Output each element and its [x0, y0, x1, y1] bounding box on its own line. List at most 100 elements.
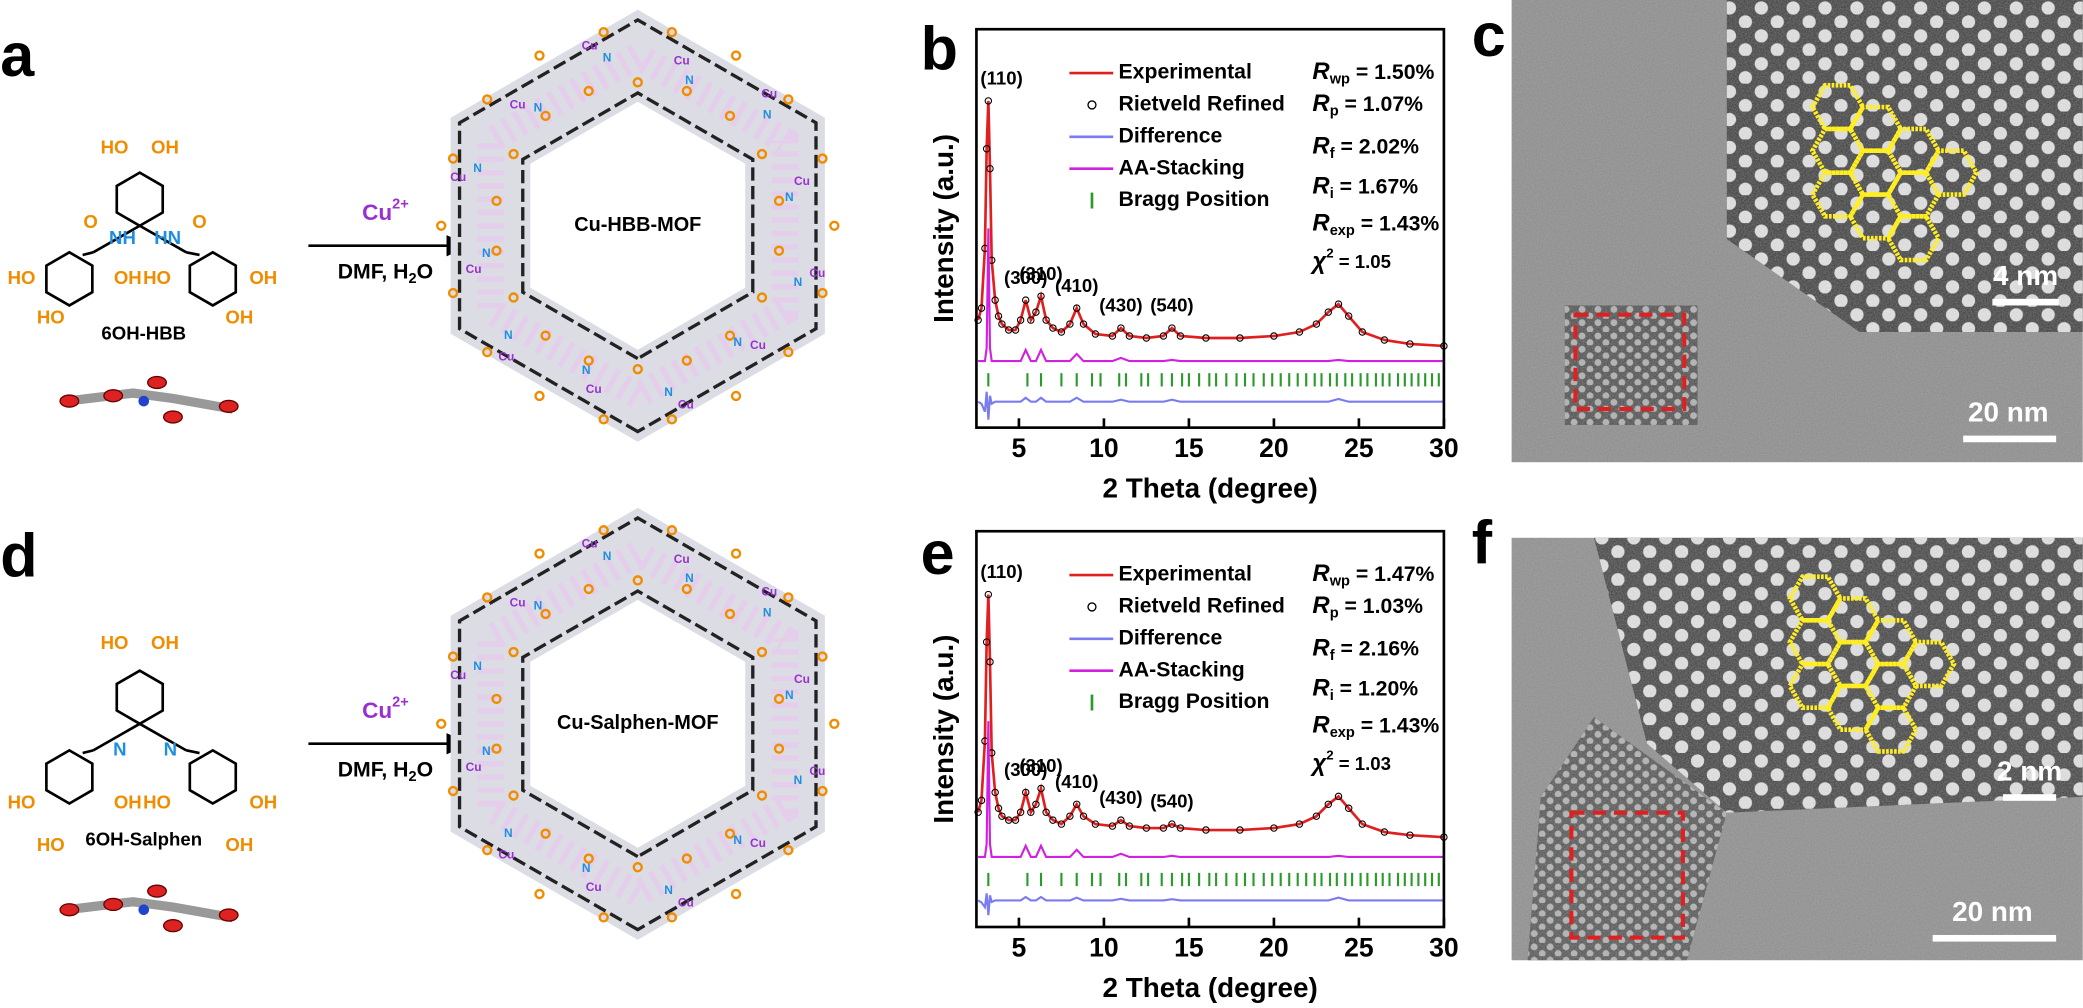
- text-part: f: [1330, 146, 1335, 162]
- x-tick-label: 10: [1089, 933, 1119, 963]
- refined-point: [986, 658, 994, 666]
- x-tick-label: 30: [1429, 433, 1459, 463]
- oxygen-atom: [632, 77, 643, 88]
- panel-label: e: [921, 519, 955, 587]
- x-tick-label: 25: [1344, 933, 1374, 963]
- x-axis-label: 2 Theta (degree): [1103, 972, 1318, 1003]
- nitrogen-label: N: [664, 883, 673, 897]
- text-part: f: [1330, 648, 1335, 664]
- bond: [139, 224, 187, 254]
- peak-label: (300): [1004, 267, 1047, 288]
- molecule-name: 6OH-Salphen: [85, 829, 202, 850]
- refined-point: [1037, 784, 1045, 793]
- fit-statistic: Rexp = 1.43%: [1312, 712, 1439, 741]
- metal-label: Cu: [794, 672, 810, 686]
- refined-point: [1027, 808, 1035, 816]
- peak-label: (430): [1099, 295, 1142, 316]
- mof-inner: [521, 91, 755, 361]
- refined-point: [1159, 332, 1168, 340]
- refined-point: [1027, 316, 1035, 324]
- text-part: O: [417, 757, 434, 781]
- oxygen-atom: [783, 592, 794, 603]
- oxygen-atom: [666, 414, 678, 425]
- oxygen-atom: [482, 592, 493, 603]
- refined-point: [1117, 816, 1125, 824]
- metal-label: Cu: [678, 398, 694, 412]
- oxygen-atom: [632, 862, 643, 873]
- refined-point: [1202, 826, 1210, 834]
- text-part: = 1.20%: [1334, 676, 1419, 700]
- benzene-ring: [115, 171, 165, 228]
- nitrogen-label: N: [504, 826, 513, 840]
- nitrogen-label: N: [603, 549, 612, 563]
- oxygen-atom: [447, 651, 459, 662]
- text-part: R: [1312, 90, 1330, 117]
- plot-frame: [975, 529, 1446, 929]
- y-axis-label: Intensity (a.u.): [928, 635, 959, 824]
- oxygen-atom: [508, 148, 519, 160]
- oxygen-atom: [540, 608, 551, 620]
- refined-point: [1334, 300, 1343, 308]
- text-part: = 1.43%: [1355, 211, 1440, 235]
- region-box: [1569, 810, 1685, 940]
- atom-label: HN: [154, 227, 181, 248]
- legend-label: AA-Stacking: [1119, 155, 1245, 179]
- refined-point: [1295, 328, 1304, 336]
- nitrogen-label: N: [482, 744, 491, 758]
- refined-point: [1066, 812, 1074, 820]
- oxygen-atom: [730, 50, 742, 61]
- metal-label: Cu: [582, 536, 598, 550]
- panel-label: f: [1472, 508, 1493, 576]
- mof-name: Cu-HBB-MOF: [574, 214, 701, 236]
- oxygen-atom: [829, 220, 840, 231]
- legend-label: Experimental: [1119, 60, 1252, 84]
- text-part: χ: [1309, 248, 1327, 275]
- conditions: DMF, H2O: [338, 259, 433, 287]
- oxygen-atom: [482, 94, 493, 105]
- oxygen-atom: [730, 888, 742, 900]
- honeycomb-cell: [1923, 148, 1980, 197]
- text-part: wp: [1329, 72, 1350, 88]
- x-axis-label: 2 Theta (degree): [1103, 472, 1318, 503]
- atom-label: HO: [37, 307, 65, 328]
- refined-point: [1022, 296, 1030, 304]
- text-part: DMF, H: [338, 757, 409, 781]
- metal-label: Cu: [794, 174, 810, 188]
- refined-point: [991, 296, 999, 304]
- metal-label: Cu: [750, 836, 766, 850]
- mof-inner: [521, 589, 755, 859]
- atom-label: O: [83, 211, 97, 232]
- text-part: R: [1312, 560, 1330, 587]
- molecule-name: 6OH-HBB: [101, 323, 186, 344]
- series-line: [977, 893, 1444, 916]
- refined-point: [977, 796, 986, 805]
- metal-label: Cu: [450, 668, 466, 682]
- oxygen-atom: [773, 245, 785, 256]
- oxygen-atom: [829, 718, 840, 729]
- refined-point: [1022, 788, 1030, 797]
- tem-f: [1511, 537, 2083, 961]
- metal-label: Cu: [498, 847, 514, 861]
- bond: [82, 749, 94, 755]
- plot-frame: [975, 27, 1446, 429]
- refined-point: [1380, 336, 1389, 344]
- nitrogen-label: N: [685, 73, 694, 87]
- panel-label: a: [0, 21, 35, 89]
- refined-point: [1312, 320, 1321, 328]
- nitrogen-label: N: [763, 108, 772, 122]
- refined-point: [1079, 320, 1088, 328]
- refined-point: [1406, 340, 1414, 348]
- text-part: = 1.50%: [1350, 60, 1435, 84]
- refined-point: [1358, 820, 1367, 828]
- refined-point: [1091, 820, 1100, 828]
- refined-point: [1168, 820, 1176, 828]
- nitrogen-label: N: [785, 190, 794, 204]
- metal-label: Cu: [761, 86, 777, 100]
- refined-point: [1016, 316, 1025, 324]
- metal-label: Cu: [678, 896, 694, 910]
- oxygen-atom: [681, 853, 693, 864]
- peak-label: (430): [1099, 787, 1142, 808]
- atom-ellipsoid: [147, 375, 167, 390]
- nitrogen-label: N: [504, 328, 513, 342]
- oxygen-atom: [724, 828, 736, 839]
